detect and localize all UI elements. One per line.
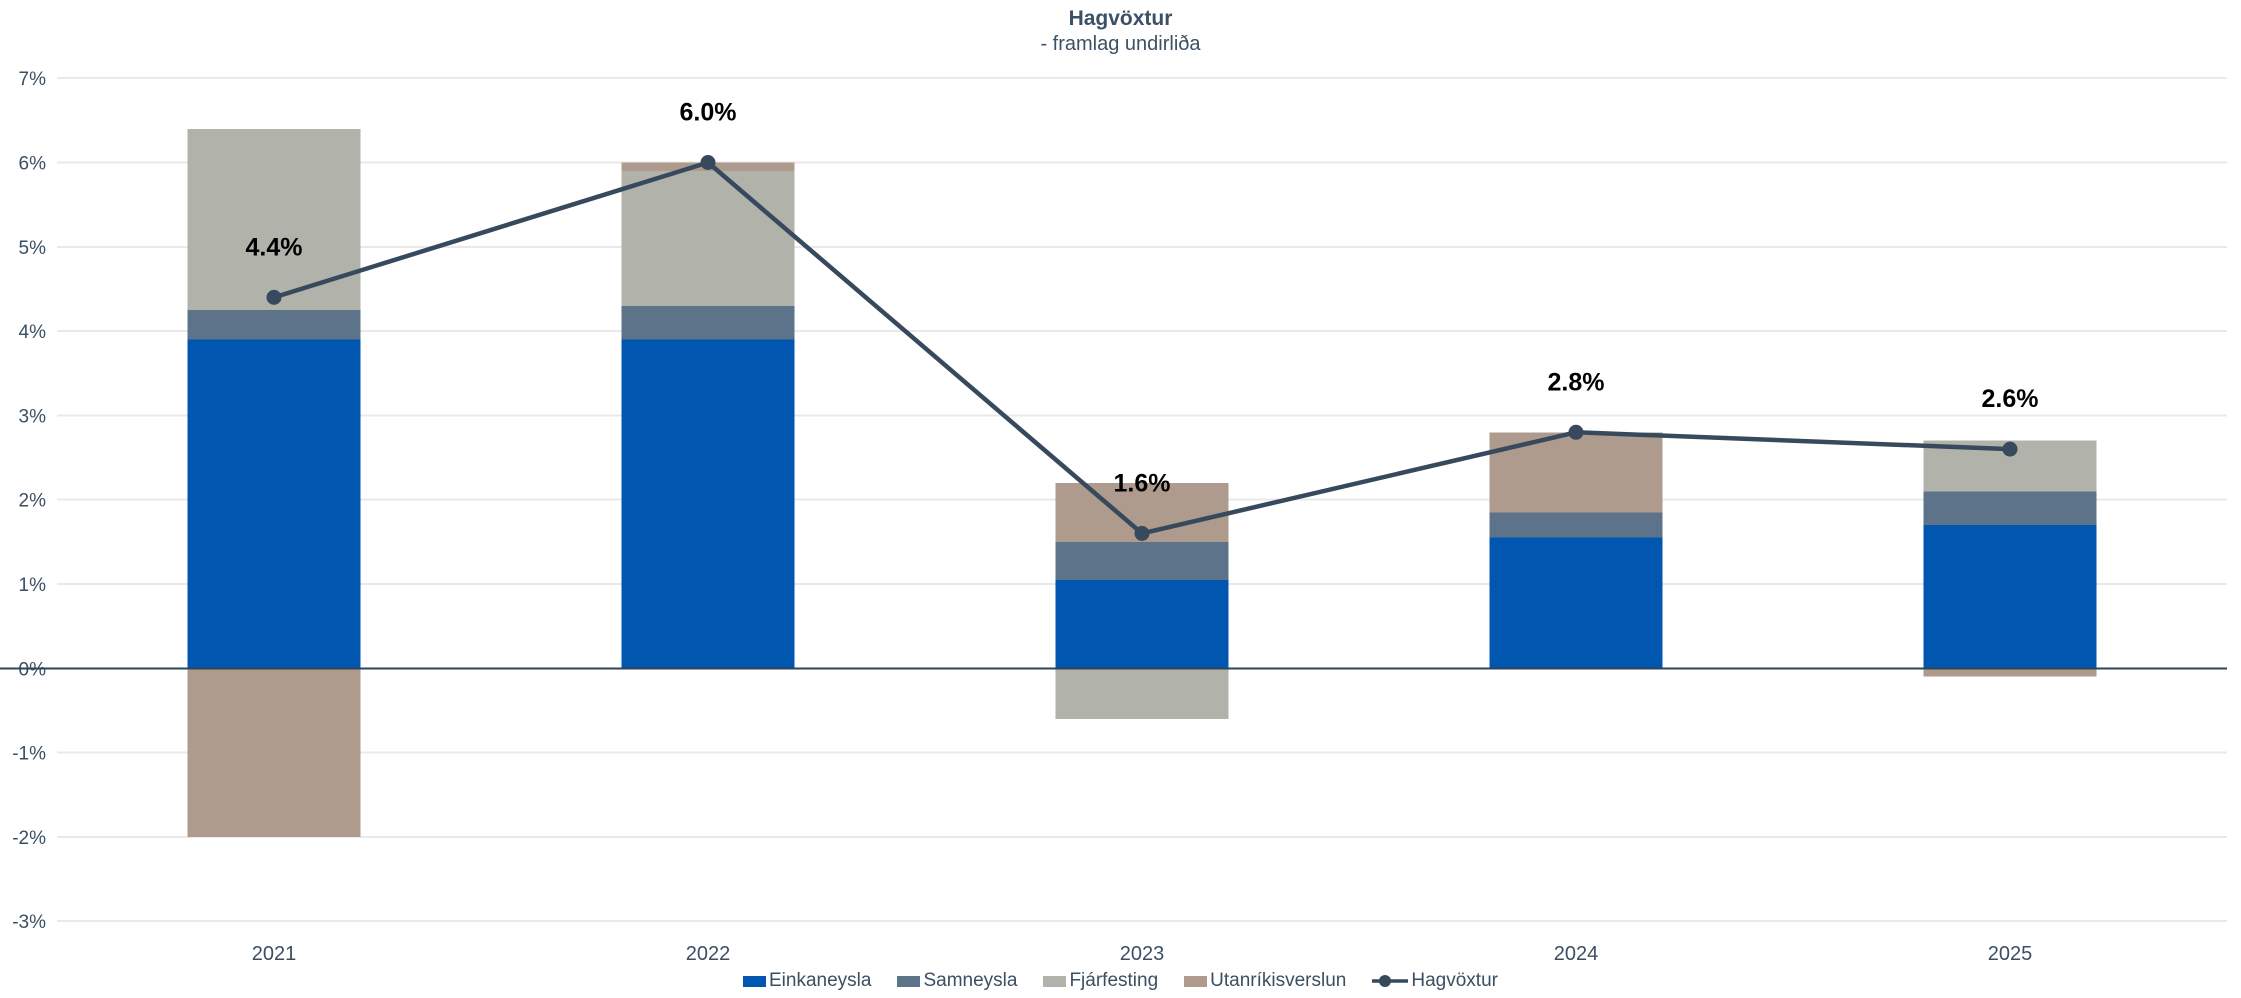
x-axis-label: 2022 <box>686 943 731 965</box>
bar-segment-fjárfesting <box>187 128 361 311</box>
x-axis-label: 2021 <box>252 943 297 965</box>
legend-item-label: Hagvöxtur <box>1411 970 1498 991</box>
legend-item-label: Utanríkisverslun <box>1210 970 1347 991</box>
bar-segment-einkaneysla <box>1489 537 1663 669</box>
legend-item-utanríkisverslun[interactable]: Utanríkisverslun <box>1184 970 1346 992</box>
y-tick-label: 4% <box>19 322 47 343</box>
line-point-marker <box>1568 424 1584 440</box>
bar-segment-einkaneysla <box>1055 579 1229 669</box>
legend-item-hagvöxtur[interactable]: Hagvöxtur <box>1372 970 1498 992</box>
legend-item-label: Fjárfesting <box>1069 970 1159 991</box>
line-point-marker <box>1134 525 1150 541</box>
bar-segment-samneysla <box>1923 491 2097 525</box>
bar-segment-samneysla <box>621 305 795 340</box>
legend-line-marker-icon <box>1372 975 1409 987</box>
legend-swatch-icon <box>743 975 766 987</box>
line-point-marker <box>2002 441 2018 457</box>
line-point-marker <box>266 289 282 305</box>
line-point-label: 6.0% <box>680 99 737 127</box>
line-point-label: 2.6% <box>1982 385 2039 413</box>
legend-swatch-icon <box>897 975 921 987</box>
y-tick-label: 3% <box>19 406 47 427</box>
y-axis-labels-group: 7% 6% 5% 4% 3% 2% 1% 0% -1% -2% -3% <box>12 69 46 933</box>
bar-segment-fjárfesting <box>621 170 795 306</box>
legend-item-samneysla[interactable]: Samneysla <box>897 970 1017 992</box>
bar-segment-einkaneysla <box>187 339 361 669</box>
bar-segment-fjárfesting <box>1055 668 1229 719</box>
y-tick-label: 0% <box>19 659 47 680</box>
y-tick-label: 6% <box>19 154 47 175</box>
bar-segment-samneysla <box>187 310 361 340</box>
y-tick-label: -1% <box>12 744 46 765</box>
chart-title: Hagvöxtur <box>1068 7 1173 30</box>
line-point-label: 2.8% <box>1548 368 1605 396</box>
y-tick-label: -3% <box>12 912 46 933</box>
legend-swatch-icon <box>1043 975 1067 987</box>
legend-swatch-icon <box>1184 975 1208 987</box>
chart-subtitle: - framlag undirliða <box>1040 33 1201 56</box>
legend: Einkaneysla Samneysla Fjárfesting Utanríkis… <box>0 970 2241 992</box>
x-axis-label: 2025 <box>1988 943 2033 965</box>
y-tick-label: 5% <box>19 238 47 259</box>
y-tick-label: -2% <box>12 828 46 849</box>
bar-segment-einkaneysla <box>621 339 795 669</box>
bars-group <box>187 128 2097 837</box>
line-point-marker <box>700 155 716 170</box>
legend-item-fjárfesting[interactable]: Fjárfesting <box>1043 970 1158 992</box>
legend-item-einkaneysla[interactable]: Einkaneysla <box>743 970 871 992</box>
bar-segment-samneysla <box>1055 541 1229 580</box>
bar-segment-samneysla <box>1489 512 1663 538</box>
legend-item-label: Samneysla <box>923 970 1018 991</box>
x-axis-label: 2024 <box>1554 943 1599 965</box>
legend-item-label: Einkaneysla <box>769 970 872 991</box>
y-tick-label: 2% <box>19 491 47 512</box>
bar-segment-utanríkisverslun <box>1923 668 2097 677</box>
x-axis-label: 2023 <box>1120 943 1165 965</box>
y-tick-label: 1% <box>19 575 47 596</box>
x-axis-labels-group: 2021 2022 2023 2024 2025 <box>252 943 2033 965</box>
bar-segment-einkaneysla <box>1923 524 2097 669</box>
chart-header: Hagvöxtur - framlag undirliða <box>0 6 2241 57</box>
bar-segment-utanríkisverslun <box>187 668 361 837</box>
line-point-label: 4.4% <box>246 233 303 261</box>
y-tick-label: 7% <box>19 69 47 90</box>
line-point-label: 1.6% <box>1114 469 1171 497</box>
